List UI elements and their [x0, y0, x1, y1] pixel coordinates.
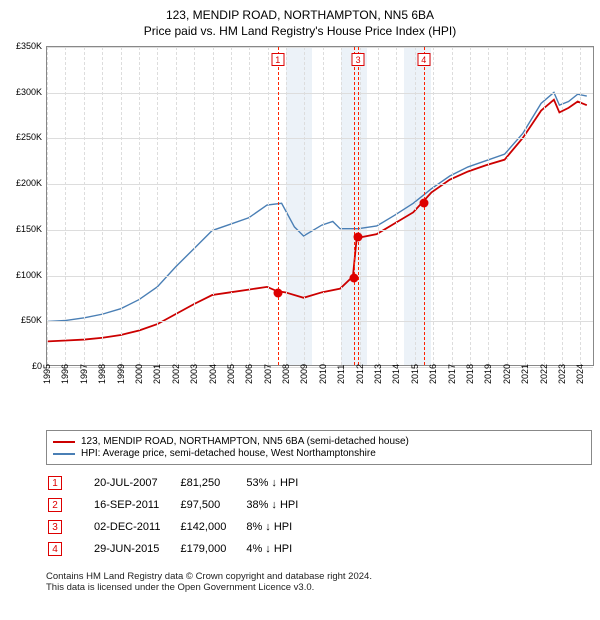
y-tick-label: £150K [16, 224, 42, 234]
x-tick-label: 2022 [539, 364, 549, 384]
sale-delta: 4% ↓ HPI [246, 539, 316, 559]
page-subtitle: Price paid vs. HM Land Registry's House … [6, 24, 594, 38]
sale-price: £81,250 [180, 473, 244, 493]
sales-row: 2 16-SEP-2011£97,50038% ↓ HPI [48, 495, 316, 515]
x-tick-label: 1996 [60, 364, 70, 384]
sale-delta: 8% ↓ HPI [246, 517, 316, 537]
x-tick-label: 2014 [391, 364, 401, 384]
sale-index-icon: 2 [48, 498, 62, 512]
legend-swatch [53, 453, 75, 455]
footer-attribution: Contains HM Land Registry data © Crown c… [46, 571, 594, 593]
x-tick-label: 2001 [152, 364, 162, 384]
y-tick-label: £350K [16, 41, 42, 51]
legend-swatch [53, 441, 75, 443]
sale-point [350, 273, 359, 282]
x-tick-label: 2003 [189, 364, 199, 384]
x-tick-label: 2000 [134, 364, 144, 384]
y-tick-label: £0 [32, 361, 42, 371]
y-axis-labels: £0£50K£100K£150K£200K£250K£300K£350K [6, 46, 46, 396]
x-axis-labels: 1995199619971998199920002001200220032004… [46, 370, 594, 396]
x-tick-label: 2004 [208, 364, 218, 384]
sale-price: £179,000 [180, 539, 244, 559]
sale-point [354, 233, 363, 242]
legend-row: HPI: Average price, semi-detached house,… [53, 448, 585, 459]
y-tick-label: £100K [16, 270, 42, 280]
sale-delta: 53% ↓ HPI [246, 473, 316, 493]
x-tick-label: 1995 [42, 364, 52, 384]
x-tick-label: 2021 [520, 364, 530, 384]
x-tick-label: 2002 [171, 364, 181, 384]
sale-date: 16-SEP-2011 [94, 495, 178, 515]
sale-date: 02-DEC-2011 [94, 517, 178, 537]
x-tick-label: 2006 [244, 364, 254, 384]
x-tick-label: 2018 [465, 364, 475, 384]
chart-legend: 123, MENDIP ROAD, NORTHAMPTON, NN5 6BA (… [46, 430, 592, 465]
x-tick-label: 1997 [79, 364, 89, 384]
x-tick-label: 2017 [447, 364, 457, 384]
chart-svg [47, 47, 593, 365]
x-tick-label: 2020 [502, 364, 512, 384]
sale-date: 29-JUN-2015 [94, 539, 178, 559]
x-tick-label: 2019 [483, 364, 493, 384]
sale-point [419, 199, 428, 208]
sale-point [273, 288, 282, 297]
x-tick-label: 2010 [318, 364, 328, 384]
legend-row: 123, MENDIP ROAD, NORTHAMPTON, NN5 6BA (… [53, 436, 585, 447]
page-title: 123, MENDIP ROAD, NORTHAMPTON, NN5 6BA [6, 8, 594, 22]
x-tick-label: 2015 [410, 364, 420, 384]
legend-label: 123, MENDIP ROAD, NORTHAMPTON, NN5 6BA (… [81, 436, 409, 447]
y-tick-label: £300K [16, 87, 42, 97]
sale-marker-label: 3 [352, 53, 365, 66]
x-tick-label: 2009 [299, 364, 309, 384]
footer-line2: This data is licensed under the Open Gov… [46, 582, 314, 593]
x-tick-label: 2012 [355, 364, 365, 384]
x-tick-label: 2016 [428, 364, 438, 384]
x-tick-label: 2011 [336, 365, 346, 384]
sale-marker-label: 1 [271, 53, 284, 66]
price-chart: £0£50K£100K£150K£200K£250K£300K£350K 134… [6, 46, 594, 396]
sales-row: 1 20-JUL-2007£81,25053% ↓ HPI [48, 473, 316, 493]
y-tick-label: £200K [16, 178, 42, 188]
x-tick-label: 2005 [226, 364, 236, 384]
sale-price: £97,500 [180, 495, 244, 515]
x-tick-label: 2024 [575, 364, 585, 384]
sale-index-icon: 3 [48, 520, 62, 534]
footer-line1: Contains HM Land Registry data © Crown c… [46, 571, 372, 582]
y-tick-label: £50K [21, 315, 42, 325]
sale-date: 20-JUL-2007 [94, 473, 178, 493]
sale-price: £142,000 [180, 517, 244, 537]
sale-index-icon: 1 [48, 476, 62, 490]
x-tick-label: 2007 [263, 364, 273, 384]
sale-index-icon: 4 [48, 542, 62, 556]
x-tick-label: 1999 [116, 364, 126, 384]
sale-marker-label: 4 [417, 53, 430, 66]
legend-label: HPI: Average price, semi-detached house,… [81, 448, 376, 459]
sales-table: 1 20-JUL-2007£81,25053% ↓ HPI 2 16-SEP-2011… [46, 471, 318, 561]
x-tick-label: 1998 [97, 364, 107, 384]
x-tick-label: 2008 [281, 364, 291, 384]
x-tick-label: 2023 [557, 364, 567, 384]
sales-row: 3 02-DEC-2011£142,0008% ↓ HPI [48, 517, 316, 537]
y-tick-label: £250K [16, 132, 42, 142]
sales-row: 4 29-JUN-2015£179,0004% ↓ HPI [48, 539, 316, 559]
sale-delta: 38% ↓ HPI [246, 495, 316, 515]
x-tick-label: 2013 [373, 364, 383, 384]
plot-area: 1 3 4 [46, 46, 594, 366]
